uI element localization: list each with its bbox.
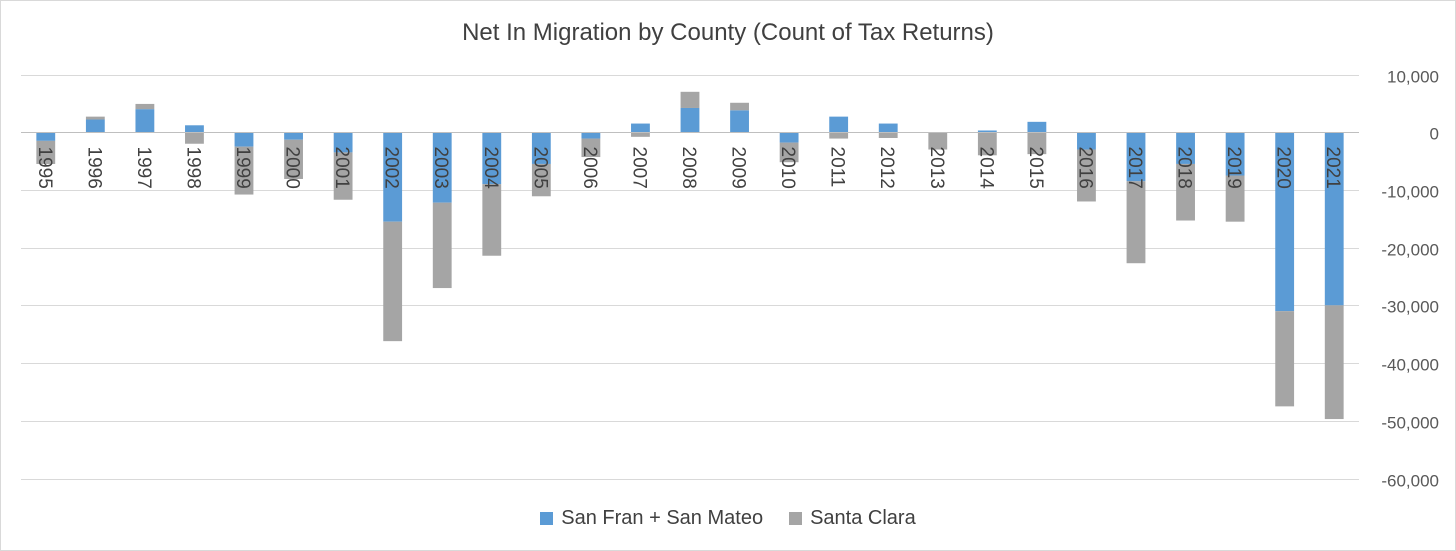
bar-santa-clara (482, 184, 502, 256)
bar-san-fran-san-mateo (581, 132, 601, 139)
bar-san-fran-san-mateo (878, 123, 898, 133)
x-tick-label: 2010 (777, 147, 798, 189)
x-tick-label: 1999 (232, 147, 253, 189)
bar-santa-clara (333, 152, 353, 200)
bar-san-fran-san-mateo (1275, 132, 1295, 312)
y-tick-label: -20,000 (1381, 241, 1439, 260)
bar-san-fran-san-mateo (482, 132, 502, 185)
bar-san-fran-san-mateo (234, 132, 254, 147)
legend-label-series-1: San Fran + San Mateo (561, 507, 764, 529)
bar-santa-clara (531, 163, 551, 197)
bar-santa-clara (432, 202, 452, 289)
bar-santa-clara (928, 132, 948, 150)
x-tick-label: 1995 (34, 147, 55, 189)
bar-santa-clara (85, 116, 105, 120)
bar-san-fran-san-mateo (1126, 132, 1146, 182)
bar-san-fran-san-mateo (36, 132, 56, 141)
bar-santa-clara (135, 103, 155, 110)
x-tick-label: 2007 (628, 147, 649, 189)
x-tick-label: 2020 (1273, 147, 1294, 189)
y-tick-label: -30,000 (1381, 298, 1439, 317)
bar-santa-clara (185, 132, 204, 144)
bar-san-fran-san-mateo (1324, 132, 1344, 306)
bar-santa-clara (234, 146, 254, 195)
legend-swatch-series-2 (789, 512, 803, 525)
x-tick-label: 2018 (1174, 147, 1195, 189)
x-tick-label: 1998 (182, 147, 203, 189)
bar-san-fran-san-mateo (284, 132, 303, 140)
x-tick-label: 2021 (1322, 147, 1343, 189)
bar-santa-clara (829, 132, 849, 139)
bar-santa-clara (878, 132, 898, 138)
bar-san-fran-san-mateo (779, 132, 799, 143)
bar-san-fran-san-mateo (85, 119, 105, 133)
x-tick-label: 2008 (678, 147, 699, 189)
bar-santa-clara (1275, 311, 1295, 407)
y-tick-label: -10,000 (1381, 183, 1439, 202)
bar-san-fran-san-mateo (333, 132, 353, 153)
bar-santa-clara (730, 102, 749, 111)
bar-san-fran-san-mateo (1077, 132, 1096, 150)
bar-santa-clara (779, 142, 799, 163)
bar-santa-clara (1225, 175, 1245, 222)
x-tick-label: 2016 (1074, 147, 1095, 189)
y-tick-label: 10,000 (1387, 68, 1439, 87)
x-tick-label: 2001 (331, 147, 352, 189)
x-tick-label: 2014 (975, 147, 996, 190)
x-tick-label: 1997 (133, 147, 154, 189)
legend-item-series-1: San Fran + San Mateo (540, 507, 763, 530)
x-tick-label: 2019 (1223, 147, 1244, 189)
y-tick-label: -60,000 (1381, 472, 1439, 491)
bar-santa-clara (284, 139, 303, 179)
legend-label-series-2: Santa Clara (810, 507, 916, 529)
x-tick-label: 2004 (480, 147, 501, 190)
bar-santa-clara (1126, 181, 1146, 264)
bar-santa-clara (1176, 163, 1195, 221)
bar-san-fran-san-mateo (829, 116, 849, 133)
bar-santa-clara (631, 132, 650, 137)
x-tick-label: 2002 (381, 147, 402, 189)
legend-item-series-2: Santa Clara (789, 507, 916, 530)
bar-san-fran-san-mateo (531, 132, 551, 164)
bar-san-fran-san-mateo (135, 109, 155, 133)
bar-san-fran-san-mateo (977, 130, 997, 133)
bar-san-fran-san-mateo (730, 110, 749, 133)
y-tick-label: -40,000 (1381, 356, 1439, 375)
x-tick-label: 2003 (430, 147, 451, 189)
x-tick-label: 2012 (876, 147, 897, 189)
bar-santa-clara (1077, 149, 1096, 202)
bar-santa-clara (1324, 305, 1344, 420)
bar-san-fran-san-mateo (432, 132, 452, 203)
bar-san-fran-san-mateo (680, 107, 700, 133)
x-tick-label: 2015 (1025, 147, 1046, 189)
bar-san-fran-san-mateo (1176, 132, 1195, 164)
bar-san-fran-san-mateo (631, 123, 650, 133)
bar-san-fran-san-mateo (1027, 121, 1047, 133)
bar-santa-clara (383, 221, 403, 342)
x-tick-label: 2013 (926, 147, 947, 189)
bar-san-fran-san-mateo (1225, 132, 1245, 176)
bar-san-fran-san-mateo (383, 132, 403, 222)
legend: San Fran + San Mateo Santa Clara (1, 507, 1455, 530)
x-tick-label: 2009 (728, 147, 749, 189)
y-tick-label: 0 (1430, 125, 1439, 144)
bar-santa-clara (581, 138, 601, 158)
x-tick-label: 2017 (1124, 147, 1145, 189)
x-tick-label: 2000 (282, 147, 303, 189)
bar-san-fran-san-mateo (185, 125, 204, 133)
x-tick-label: 2005 (529, 147, 550, 189)
x-tick-label: 1996 (83, 147, 104, 189)
bar-santa-clara (36, 140, 56, 164)
chart-title: Net In Migration by County (Count of Tax… (462, 19, 994, 46)
y-tick-label: -50,000 (1381, 414, 1439, 433)
bar-santa-clara (680, 91, 700, 108)
x-tick-label: 2011 (827, 147, 848, 188)
legend-swatch-series-1 (540, 512, 554, 525)
x-tick-label: 2006 (579, 147, 600, 189)
bar-santa-clara (977, 132, 997, 156)
bar-santa-clara (1027, 132, 1047, 155)
